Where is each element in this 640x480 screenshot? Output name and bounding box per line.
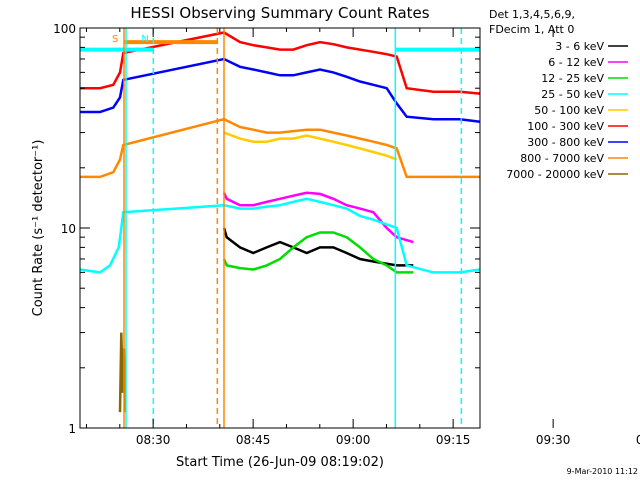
- y-tick-label-1: 10: [61, 222, 76, 236]
- x-tick-label-0: 08:30: [136, 433, 171, 447]
- series-line-5: [80, 31, 481, 95]
- x-axis-label: Start Time (26-Jun-09 08:19:02): [176, 455, 384, 470]
- legend-label-2: 12 - 25 keV: [541, 72, 604, 85]
- marker-label-0: S: [112, 34, 118, 45]
- legend-label-3: 25 - 50 keV: [541, 88, 604, 101]
- legend-label-6: 300 - 800 keV: [527, 136, 604, 149]
- legend-label-0: 3 - 6 keV: [555, 40, 604, 53]
- series-line-4: [223, 131, 398, 161]
- x-tick-label-1: 08:45: [236, 433, 271, 447]
- series-line-3: [79, 197, 481, 274]
- legend-label-4: 50 - 100 keV: [534, 104, 604, 117]
- chart-title: HESSI Observing Summary Count Rates: [130, 4, 429, 22]
- legend-label-8: 7000 - 20000 keV: [506, 168, 604, 181]
- legend-label-7: 800 - 7000 keV: [520, 152, 604, 165]
- y-tick-label-0: 1: [68, 422, 76, 436]
- y-tick-label-2: 100: [53, 22, 76, 36]
- x-tick-label-5: 09:45: [636, 433, 640, 447]
- date-stamp: 9-Mar-2010 11:12: [567, 467, 638, 476]
- x-tick-label-3: 09:15: [436, 433, 471, 447]
- x-tick-label-2: 09:00: [336, 433, 371, 447]
- legend-label-5: 100 - 300 keV: [527, 120, 604, 133]
- series-line-7: [80, 117, 480, 179]
- legend-header-line1: Det 1,3,4,5,6,9,: [489, 8, 575, 21]
- legend-label-1: 6 - 12 keV: [548, 56, 604, 69]
- axis-ticks: 08:30 08:45 09:00 09:15 09:30 09:45 1 10 100: [53, 22, 640, 447]
- legend-header-line2: FDecim 1, Att 0: [489, 23, 574, 36]
- series-line-1: [222, 191, 414, 244]
- x-tick-label-4: 09:30: [536, 433, 571, 447]
- legend: 3 - 6 keV 6 - 12 keV 12 - 25 keV 25 - 50 ke…: [506, 40, 628, 181]
- series-line-2: [222, 231, 414, 274]
- y-axis-label: Count Rate (s⁻¹ detector⁻¹): [31, 140, 46, 317]
- marker-label-1: N: [141, 34, 148, 45]
- series-line-6: [80, 57, 481, 123]
